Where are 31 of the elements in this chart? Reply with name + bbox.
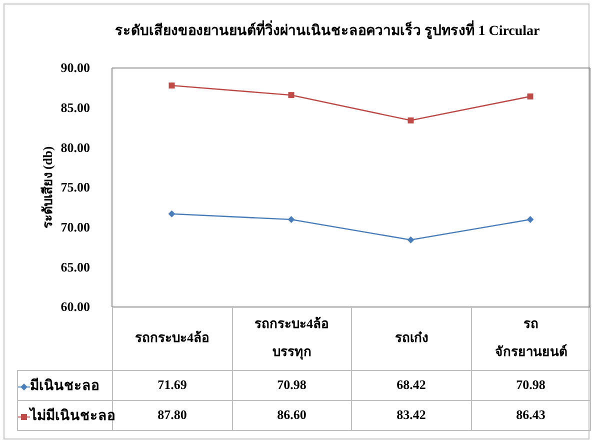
point [288,216,295,224]
data-label: 70.98 [471,370,590,400]
y-tick-label: 90.00 [60,60,90,76]
point [168,82,175,89]
data-label: 86.60 [232,400,352,430]
x-tick-label: รถเก๋ง [352,307,471,370]
data-label: 86.43 [471,400,590,430]
y-tick-label: 85.00 [60,100,90,115]
data-label: 71.69 [112,370,232,400]
data-label: 87.80 [158,407,187,422]
point [408,117,414,124]
y-tick-label: 80.00 [60,140,90,155]
x-tick-label: รถกระบะ4ล้อบรรทุก [232,307,352,370]
y-tick-label: 65.00 [60,259,90,274]
y-axis-title: ระดับเสียง (db) [40,146,55,229]
point [526,216,534,224]
legend-label: มีเนินชะลอ [30,379,99,394]
y-tick-label: 70.00 [60,219,90,234]
data-label: 83.42 [352,400,471,430]
data-label: 68.42 [352,370,471,400]
point [288,92,294,98]
legend-label: ไม่มีเนินชะลอ [30,409,115,424]
point [527,93,534,100]
chart-title: ระดับเสียงของยานยนต์ที่วิ่งผ่านเนินชะลอความเร็ว รูปทรงที่ 1 Circular [115,20,540,39]
data-label: 70.98 [232,370,352,400]
y-tick-label: 75.00 [60,180,90,195]
x-tick-label: รถจักรยานยนต์ [471,307,590,370]
y-tick-label: 60.00 [60,299,90,314]
point [168,210,176,218]
x-tick-label: รถกระบะ4ล้อ [112,307,232,370]
point [407,236,414,244]
